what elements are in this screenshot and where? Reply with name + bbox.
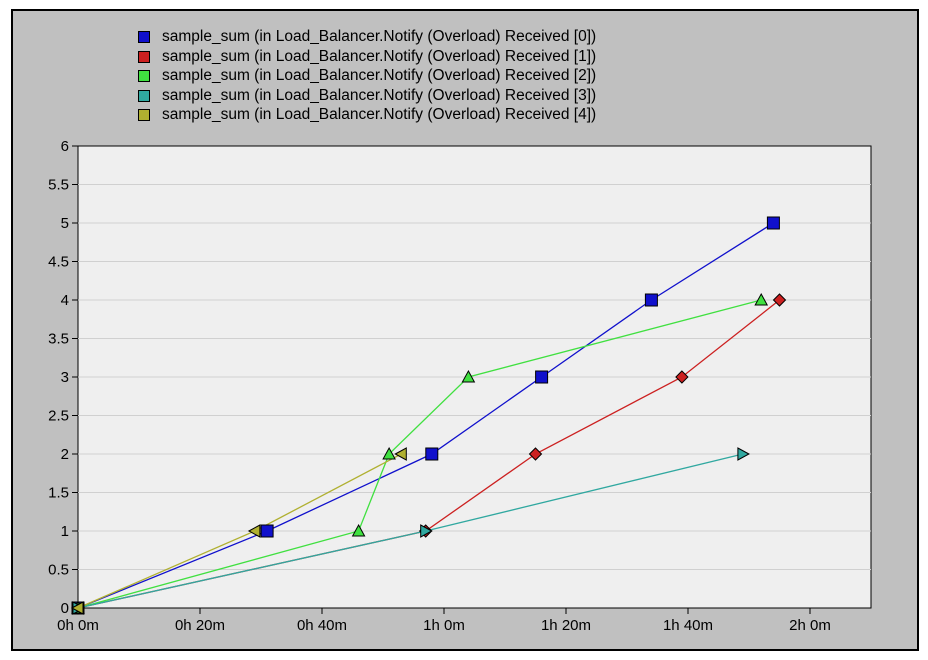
x-tick-label: 0h 0m	[57, 617, 99, 634]
y-tick-label: 4	[61, 292, 69, 309]
y-tick-label: 5	[61, 215, 69, 232]
y-tick-label: 1	[61, 523, 69, 540]
series-2-point	[754, 292, 769, 306]
y-tick-label: 3.5	[48, 331, 69, 348]
x-tick-label: 1h 40m	[663, 617, 713, 634]
y-tick-label: 4.5	[48, 254, 69, 271]
series-1-point	[772, 293, 787, 307]
x-tick-label: 1h 20m	[541, 617, 591, 634]
y-tick-label: 3	[61, 369, 69, 386]
x-tick-label: 0h 40m	[297, 617, 347, 634]
y-tick-label: 1.5	[48, 485, 69, 502]
series-1-point	[675, 370, 689, 384]
y-tick-label: 6	[61, 138, 69, 155]
series-2-point	[382, 446, 396, 460]
series-0-point	[644, 293, 658, 307]
series-3-point	[420, 524, 433, 538]
series-0-point	[260, 524, 274, 538]
series-2-point	[351, 523, 366, 537]
legend-label: sample_sum (in Load_Balancer.Notify (Ove…	[162, 47, 597, 65]
legend-swatch	[138, 89, 150, 102]
y-tick-label: 2.5	[48, 408, 69, 425]
x-tick-label: 0h 20m	[175, 617, 225, 634]
legend-label: sample_sum (in Load_Balancer.Notify (Ove…	[162, 86, 597, 104]
y-tick-label: 2	[61, 446, 69, 463]
chart-plot: 0 0.5 1 1.5 2 2.5 3 3.5 4 4.5 5 5.5 6 0h 0m 0h 20m 0h 4…	[48, 138, 872, 634]
legend-label: sample_sum (in Load_Balancer.Notify (Ove…	[162, 28, 597, 45]
series-3-point	[737, 447, 750, 461]
legend-label: sample_sum (in Load_Balancer.Notify (Ove…	[162, 67, 597, 84]
series-2-point	[461, 369, 476, 383]
y-tick-label: 0	[61, 600, 69, 617]
series-0-point	[425, 447, 439, 461]
series-0-point	[535, 370, 549, 384]
series-4-point	[247, 524, 261, 538]
y-tick-label: 5.5	[48, 177, 69, 194]
series-0-point	[766, 216, 780, 230]
y-tick-label: 0.5	[48, 562, 69, 579]
series-1-point	[528, 447, 543, 461]
x-tick-label: 2h 0m	[789, 617, 831, 634]
series-4-point	[394, 447, 407, 461]
series-line-0	[77, 222, 774, 609]
legend-swatch	[138, 109, 150, 121]
legend-swatch	[138, 31, 150, 43]
x-tick-label: 1h 0m	[423, 617, 465, 634]
series-4-point	[70, 601, 84, 615]
chart-frame: sample_sum (in Load_Balancer.Notify (Ove…	[11, 9, 919, 651]
legend-label: sample_sum (in Load_Balancer.Notify (Ove…	[162, 106, 597, 123]
legend-swatch	[138, 70, 150, 82]
legend-swatch	[138, 50, 150, 63]
